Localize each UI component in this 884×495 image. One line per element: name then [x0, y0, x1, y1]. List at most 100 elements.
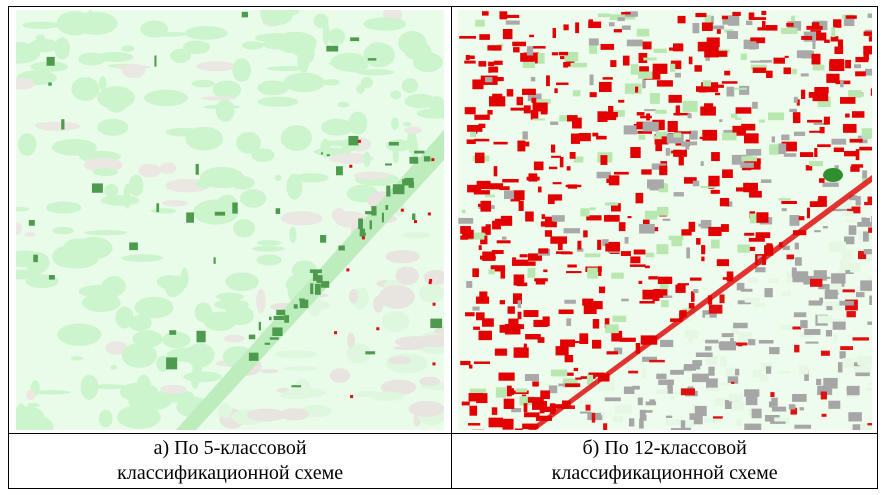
class-patch — [504, 419, 513, 428]
texture-patch — [226, 272, 259, 291]
class-patch — [610, 60, 616, 67]
class-patch — [527, 268, 535, 278]
class-patch — [502, 237, 507, 240]
class-patch — [744, 133, 759, 143]
class-patch — [807, 120, 822, 123]
class-patch — [865, 69, 872, 76]
forest-patch — [249, 335, 255, 340]
class-patch — [843, 358, 853, 368]
texture-patch — [22, 22, 59, 29]
class-patch — [474, 139, 489, 142]
forest-patch — [292, 385, 302, 387]
class-patch — [499, 11, 507, 19]
texture-patch — [419, 284, 444, 303]
texture-patch — [192, 351, 203, 375]
class-patch — [833, 148, 843, 153]
forest-patch — [259, 322, 261, 330]
class-patch — [642, 122, 658, 132]
class-patch — [638, 135, 645, 140]
red-pixel — [350, 395, 353, 398]
class-patch — [748, 339, 755, 345]
red-pixel — [347, 268, 350, 271]
class-patch — [673, 192, 683, 196]
class-patch — [791, 16, 795, 22]
class-patch — [731, 114, 737, 119]
class-patch — [678, 155, 683, 166]
class-patch — [625, 83, 642, 93]
class-patch — [833, 19, 841, 27]
forest-patch — [48, 82, 51, 85]
class-patch — [510, 108, 526, 111]
texture-patch — [120, 383, 158, 402]
caption-line: а) По 5-классовой — [9, 436, 451, 461]
class-patch — [605, 244, 620, 252]
class-patch — [548, 194, 562, 200]
class-patch — [716, 259, 728, 266]
class-patch — [624, 237, 628, 244]
class-patch — [855, 71, 866, 76]
texture-patch — [332, 208, 347, 222]
class-patch — [506, 15, 519, 18]
class-patch — [675, 73, 681, 78]
texture-patch — [363, 17, 406, 31]
class-patch — [554, 88, 557, 93]
class-patch — [589, 44, 597, 54]
class-patch — [845, 114, 850, 118]
class-patch — [687, 113, 691, 118]
texture-patch — [129, 175, 144, 197]
texture-patch — [328, 28, 345, 45]
class-patch — [733, 323, 747, 328]
class-patch — [866, 250, 870, 253]
texture-patch — [85, 230, 128, 235]
texture-patch — [218, 403, 232, 418]
texture-patch — [275, 174, 282, 181]
class-patch — [831, 139, 846, 145]
red-pixel — [428, 212, 431, 215]
class-patch — [526, 177, 539, 181]
texture-patch — [52, 227, 74, 235]
caption-line: б) По 12-классовой — [452, 436, 877, 461]
forest-patch — [412, 214, 415, 220]
class-patch — [558, 52, 567, 55]
class-patch — [832, 321, 845, 329]
texture-patch — [236, 132, 261, 154]
class-patch — [565, 185, 581, 187]
red-pixel — [429, 281, 432, 284]
class-patch — [800, 320, 807, 328]
class-patch — [598, 14, 611, 18]
class-patch — [782, 291, 791, 296]
texture-patch — [386, 250, 420, 263]
class-patch — [761, 11, 766, 15]
texture-patch — [226, 298, 244, 319]
class-patch — [769, 347, 779, 354]
class-patch — [868, 382, 872, 385]
texture-patch — [135, 297, 174, 318]
class-patch — [819, 127, 824, 133]
texture-patch — [257, 240, 282, 246]
texture-patch — [322, 79, 340, 85]
forest-patch — [336, 166, 343, 175]
class-patch — [588, 19, 592, 25]
class-patch — [850, 166, 859, 171]
class-patch — [725, 368, 734, 377]
class-patch — [810, 279, 822, 287]
class-patch — [749, 41, 756, 49]
class-patch — [804, 329, 820, 335]
forest-patch — [370, 220, 372, 229]
class-patch — [703, 80, 711, 86]
class-patch — [789, 109, 797, 112]
class-patch — [698, 87, 706, 92]
forest-patch — [368, 58, 377, 60]
class-patch — [838, 362, 843, 372]
class-patch — [854, 64, 861, 68]
caption-line: классификационной схеме — [452, 461, 877, 486]
class-patch — [582, 299, 588, 306]
class-patch — [719, 294, 724, 303]
class-patch — [809, 131, 821, 133]
forest-patch — [315, 284, 321, 295]
class-patch — [819, 178, 825, 183]
class-patch — [692, 181, 698, 187]
texture-patch — [97, 119, 128, 136]
texture-patch — [284, 73, 325, 93]
class-patch — [618, 222, 625, 231]
